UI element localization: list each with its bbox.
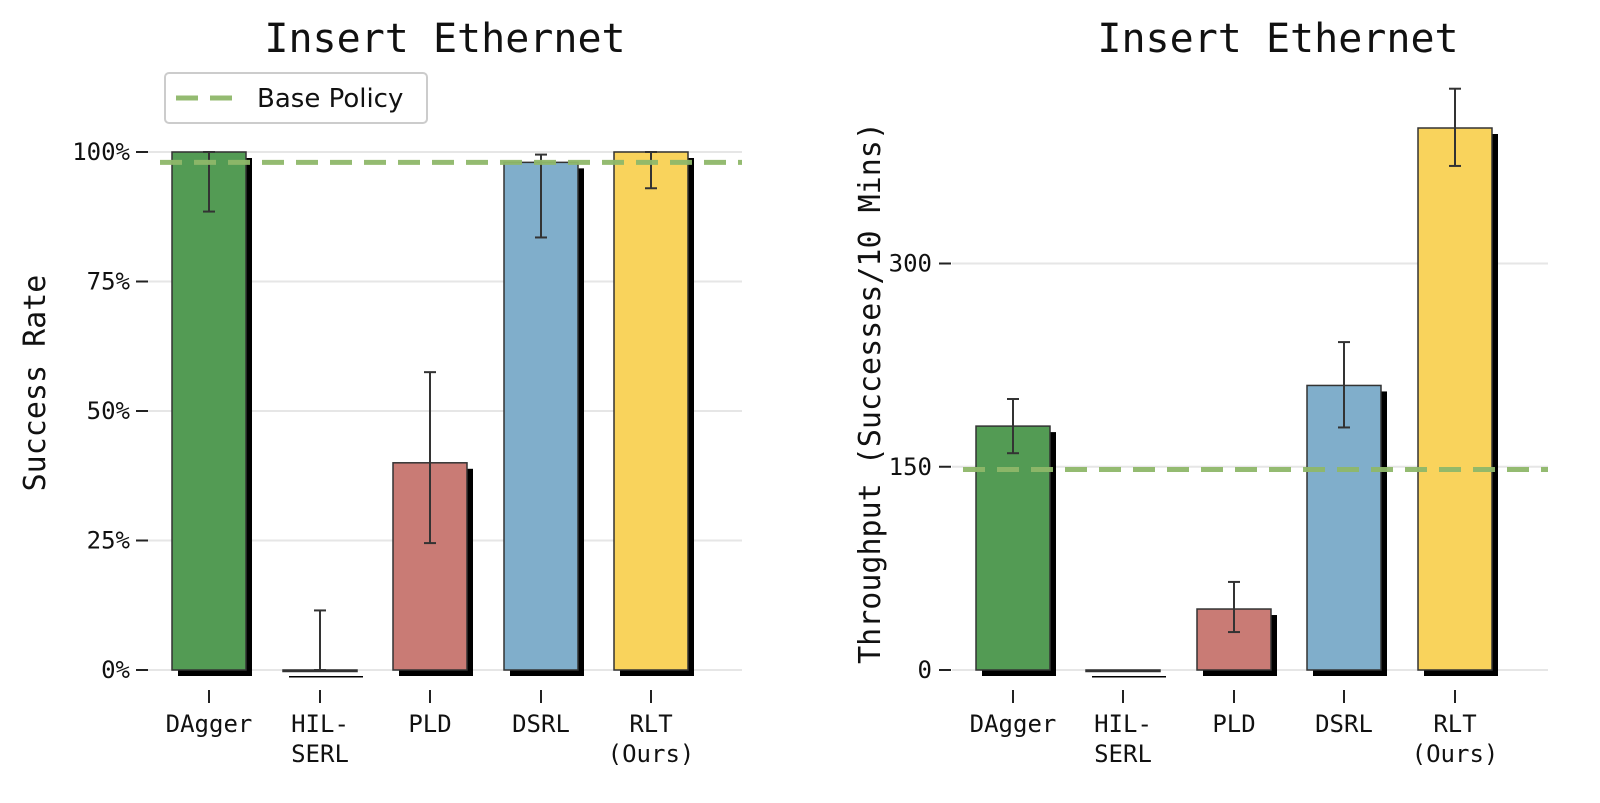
y-axis-ticks: 0% 25% 50% 75% 100% xyxy=(72,138,148,684)
x-tick-label-line: (Ours) xyxy=(1412,740,1499,768)
x-tick-label-line: PLD xyxy=(1212,710,1255,738)
x-tick-label: HIL-SERL xyxy=(291,710,349,768)
bars xyxy=(171,151,694,678)
x-tick-label-line: RLT xyxy=(629,710,672,738)
x-tick-label-line: RLT xyxy=(1433,710,1476,738)
bar xyxy=(1085,669,1161,673)
throughput-panel: Insert Ethernet Throughput (Successes/10… xyxy=(853,16,1548,768)
x-tick-label: RLT (Ours) xyxy=(1412,710,1499,768)
x-tick-label-line: DSRL xyxy=(1315,710,1373,738)
y-tick-label: 0 xyxy=(918,656,932,684)
bar xyxy=(1306,384,1382,671)
x-tick-label-line: DAgger xyxy=(166,710,253,738)
y-axis-label: Throughput (Successes/10 Mins) xyxy=(853,122,888,664)
x-tick-label: DSRL xyxy=(1315,710,1373,738)
x-tick-label-line: HIL- xyxy=(1094,710,1152,738)
bar xyxy=(975,425,1051,671)
legend: Base Policy xyxy=(164,72,428,124)
bar-shadow xyxy=(1092,676,1166,678)
y-tick-label: 25% xyxy=(87,527,131,555)
x-tick-label-line: SERL xyxy=(291,740,349,768)
bar xyxy=(503,161,579,671)
x-tick-label: DAgger xyxy=(970,710,1057,738)
bar xyxy=(1417,127,1493,671)
x-tick-label-line: HIL- xyxy=(291,710,349,738)
bar-shadow xyxy=(289,676,363,678)
x-axis-ticks: DAgger HIL-SERL PLD DSRL RLT (Ours) xyxy=(166,690,695,768)
y-tick-label: 100% xyxy=(72,138,130,166)
y-axis-ticks: 0 150 300 xyxy=(889,250,951,684)
y-tick-label: 75% xyxy=(87,268,131,296)
y-tick-label: 50% xyxy=(87,397,131,425)
x-tick-label-line: PLD xyxy=(408,710,451,738)
x-tick-label: DAgger xyxy=(166,710,253,738)
x-tick-label: DSRL xyxy=(512,710,570,738)
x-tick-label: PLD xyxy=(408,710,451,738)
y-tick-label: 150 xyxy=(889,453,932,481)
x-tick-label: RLT (Ours) xyxy=(608,710,695,768)
y-axis-label: Success Rate xyxy=(18,275,53,492)
legend-label: Base Policy xyxy=(257,84,403,114)
x-tick-label-line: DAgger xyxy=(970,710,1057,738)
chart-title: Insert Ethernet xyxy=(1097,16,1458,62)
bar xyxy=(171,151,247,671)
y-tick-label: 0% xyxy=(101,656,130,684)
y-tick-label: 300 xyxy=(889,250,932,278)
chart-title: Insert Ethernet xyxy=(264,16,625,62)
x-tick-label-line: (Ours) xyxy=(608,740,695,768)
x-tick-label: HIL-SERL xyxy=(1094,710,1152,768)
x-axis-ticks: DAgger HIL-SERL PLD DSRL RLT (Ours) xyxy=(970,690,1499,768)
x-tick-label: PLD xyxy=(1212,710,1255,738)
x-tick-label-line: DSRL xyxy=(512,710,570,738)
x-tick-label-line: SERL xyxy=(1094,740,1152,768)
bars xyxy=(975,127,1498,678)
bar xyxy=(613,151,689,671)
error-bars xyxy=(1007,87,1461,634)
legend-box xyxy=(164,72,428,124)
success-rate-panel: Insert Ethernet Success Rate 0% 25% 50% 75%… xyxy=(18,16,742,768)
